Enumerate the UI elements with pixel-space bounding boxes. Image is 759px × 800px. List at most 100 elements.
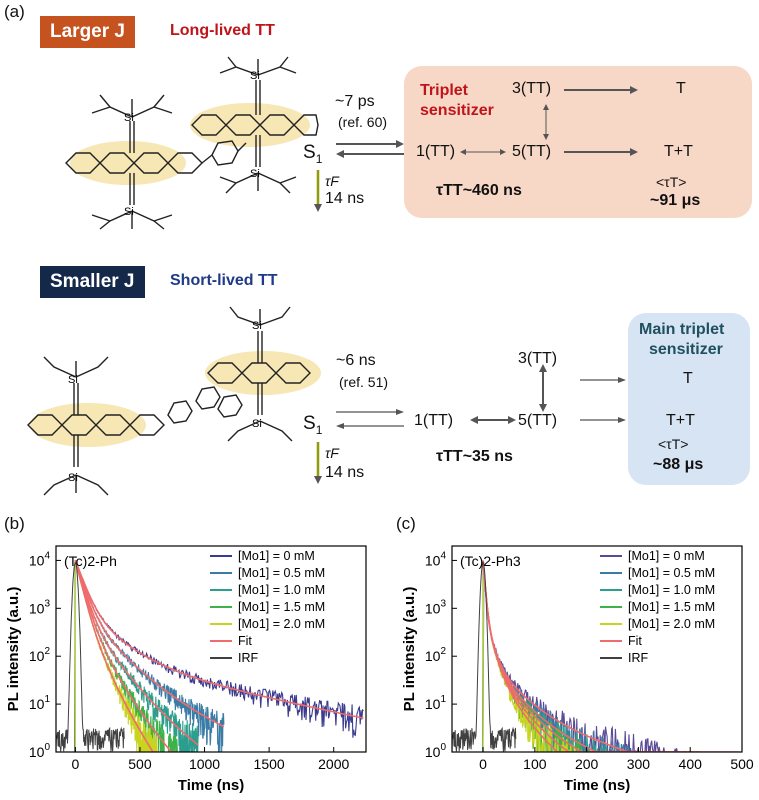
- top-tt1: 1(TT): [416, 143, 456, 160]
- bottom-TT: T+T: [666, 412, 695, 429]
- legend-label: [Mo1] = 0.5 mM: [238, 566, 325, 580]
- legend-label: IRF: [238, 651, 259, 665]
- main-triplet-sensitizer-box: [628, 313, 750, 485]
- top-tauF: τF: [325, 173, 339, 189]
- irf-trace: [56, 562, 125, 752]
- x-tick-label: 1000: [189, 756, 220, 772]
- x-axis-label: Time (ns): [564, 777, 630, 794]
- bottom-tt3: 3(TT): [518, 350, 558, 367]
- chart-c: 0 100 200 300 400 500 100 101 102 103 104 Time (ns)…: [401, 545, 754, 794]
- bottom-s1-arrows: [314, 409, 404, 484]
- legend-label: [Mo1] = 2.0 mM: [238, 617, 325, 631]
- series-4: [56, 561, 160, 752]
- svg-text:Si: Si: [124, 112, 134, 124]
- fit-curve-1: [482, 560, 701, 752]
- svg-text:Si: Si: [124, 206, 134, 218]
- bottom-tauF: τF: [325, 445, 339, 461]
- legend-label: [Mo1] = 2.0 mM: [628, 617, 715, 631]
- svg-text:Si: Si: [68, 374, 78, 386]
- legend-label: [Mo1] = 1.0 mM: [628, 583, 715, 597]
- legend-label: [Mo1] = 1.5 mM: [238, 600, 325, 614]
- svg-text:Si: Si: [68, 472, 78, 484]
- x-tick-label: 500: [128, 756, 152, 772]
- smaller-j-badge: Smaller J: [40, 266, 145, 298]
- y-tick-label: 100: [29, 742, 51, 760]
- legend-label: Fit: [238, 634, 252, 648]
- bottom-s1: S1: [303, 413, 323, 437]
- top-tauF-value: 14 ns: [325, 190, 365, 207]
- chart-annotation: (Tc)2-Ph3: [460, 553, 521, 569]
- fit-curve-4: [74, 560, 160, 752]
- panel-label-b: (b): [4, 514, 25, 533]
- y-tick-label: 101: [29, 694, 51, 712]
- fit-curve-0: [74, 559, 364, 719]
- top-box-arrows: [460, 86, 638, 156]
- y-tick-label: 102: [29, 646, 51, 664]
- fit-curve-2: [74, 560, 199, 746]
- tc2-ph-molecule: Si Si Si Si: [65, 56, 319, 230]
- legend-label: [Mo1] = 1.5 mM: [628, 600, 715, 614]
- x-tick-label: 0: [71, 756, 79, 772]
- top-TT: T+T: [664, 143, 693, 160]
- x-tick-label: 500: [730, 756, 754, 772]
- short-lived-subtitle: Short-lived TT: [170, 272, 278, 289]
- axes-frame: [55, 545, 367, 753]
- top-s1-arrows: [314, 140, 404, 212]
- long-lived-subtitle: Long-lived TT: [170, 22, 275, 39]
- plot-area: [56, 559, 364, 752]
- top-ref: (ref. 60): [338, 114, 388, 130]
- legend-label: [Mo1] = 0 mM: [238, 549, 315, 563]
- svg-text:Si: Si: [250, 70, 260, 82]
- larger-j-badge: Larger J: [40, 16, 135, 48]
- top-s1: S1: [303, 142, 323, 166]
- top-tt3: 3(TT): [512, 80, 552, 97]
- y-axis-label: PL intensity (a.u.): [5, 587, 22, 712]
- legend-label: [Mo1] = 1.0 mM: [238, 583, 325, 597]
- svg-text:Si: Si: [250, 168, 260, 180]
- chart-b: 0 500 1000 1500 2000 100 101 102 103 104 Time (ns)…: [5, 545, 367, 794]
- top-tau-t-value: ~91 μs: [650, 192, 701, 209]
- y-tick-label: 100: [425, 742, 447, 760]
- bottom-tt1: 1(TT): [414, 412, 454, 429]
- y-tick-label: 101: [425, 694, 447, 712]
- chart-annotation: (Tc)2-Ph: [64, 553, 117, 569]
- bottom-tau-t-value: ~88 μs: [653, 456, 704, 473]
- x-axis-label: Time (ns): [178, 777, 244, 794]
- top-tt5: 5(TT): [512, 143, 552, 160]
- y-axis-label: PL intensity (a.u.): [401, 587, 418, 712]
- x-tick-label: 300: [627, 756, 651, 772]
- top-rate: ~7 ps: [335, 93, 375, 110]
- bottom-ref: (ref. 51): [339, 374, 389, 390]
- x-tick-label: 200: [575, 756, 599, 772]
- bottom-box-title-1: Main triplet: [639, 321, 725, 338]
- y-tick-label: 103: [425, 598, 447, 616]
- bottom-rate: ~6 ns: [336, 352, 376, 369]
- legend-label: [Mo1] = 0 mM: [628, 549, 705, 563]
- x-tick-label: 0: [479, 756, 487, 772]
- y-tick-label: 103: [29, 598, 51, 616]
- y-tick-label: 104: [425, 550, 447, 568]
- top-box-title-2: sensitizer: [420, 102, 494, 119]
- legend-label: [Mo1] = 0.5 mM: [628, 566, 715, 580]
- bottom-tau-tt: τTT~35 ns: [436, 448, 513, 465]
- top-box-title-1: Triplet: [420, 82, 469, 99]
- bottom-box-title-2: sensitizer: [649, 341, 723, 358]
- bottom-tau-t: <τT>: [658, 436, 689, 452]
- x-tick-label: 2000: [318, 756, 349, 772]
- top-T: T: [676, 80, 686, 97]
- y-tick-label: 104: [29, 550, 51, 568]
- panel-label-a: (a): [4, 2, 25, 21]
- bottom-tauF-value: 14 ns: [325, 464, 365, 481]
- fit-curve-3: [74, 560, 179, 752]
- triplet-sensitizer-box: [404, 66, 752, 218]
- x-tick-label: 400: [679, 756, 703, 772]
- top-tau-tt: τTT~460 ns: [436, 182, 522, 199]
- panel-label-c: (c): [396, 514, 416, 533]
- axes-frame: [451, 545, 743, 753]
- fit-curve-4: [482, 560, 634, 752]
- legend-label: Fit: [628, 634, 642, 648]
- svg-text:Si: Si: [252, 320, 262, 332]
- x-tick-label: 100: [523, 756, 547, 772]
- bottom-tt5: 5(TT): [518, 412, 558, 429]
